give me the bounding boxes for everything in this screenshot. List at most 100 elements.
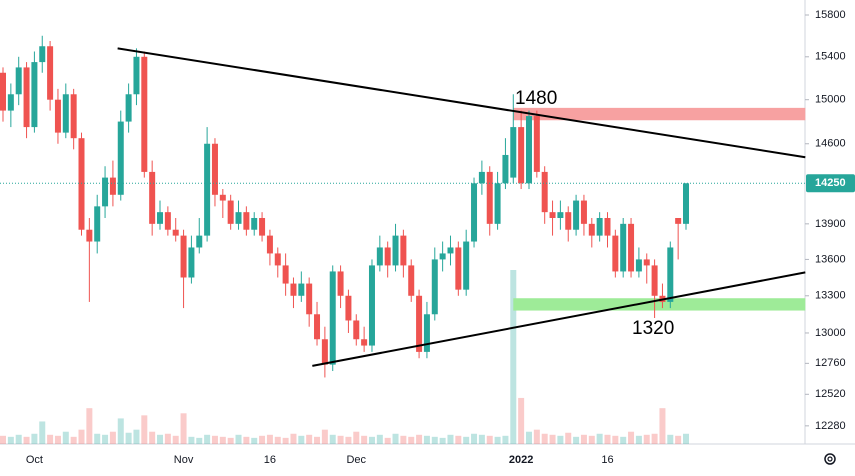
candle-body: [141, 56, 148, 172]
candle-body: [31, 62, 38, 128]
volume-bar: [94, 433, 101, 444]
candle-body: [164, 212, 171, 230]
candle-body: [314, 314, 321, 340]
volume-bar: [117, 418, 124, 444]
candle-body: [533, 116, 540, 172]
candle-body: [408, 265, 415, 296]
candle-body: [235, 212, 242, 224]
candle-body: [157, 212, 164, 224]
volume-bar: [565, 432, 572, 444]
volume-bar: [620, 436, 627, 444]
volume-bar: [219, 436, 226, 444]
candle-body: [486, 171, 493, 224]
volume-bar: [439, 437, 446, 444]
candles-layer: [0, 35, 689, 378]
candle-body: [573, 200, 580, 230]
volume-bar: [314, 436, 321, 444]
candle-body: [109, 177, 116, 195]
volume-bar: [266, 434, 273, 444]
settings-icon[interactable]: [824, 453, 836, 465]
candle-body: [125, 94, 132, 122]
candle-body: [423, 314, 430, 352]
volume-bar: [376, 434, 383, 444]
volume-bar: [510, 270, 517, 444]
candle-body: [376, 247, 383, 266]
volume-bar: [635, 435, 642, 444]
overlay-layer: [0, 47, 806, 367]
candle-body: [306, 283, 313, 315]
volume-bar: [580, 434, 587, 444]
trendline: [312, 271, 806, 367]
candle-body: [416, 295, 423, 352]
volume-bar: [180, 413, 187, 444]
volume-bar: [15, 434, 22, 444]
x-tick-label: Nov: [174, 454, 194, 466]
volume-bar: [455, 435, 462, 444]
y-tick-label: 15800: [815, 9, 846, 21]
volume-bar: [400, 435, 407, 444]
volume-bar: [361, 435, 368, 444]
candle-body: [494, 183, 501, 224]
candle-body: [510, 127, 517, 178]
candle-body: [580, 200, 587, 224]
volume-bar: [211, 435, 218, 444]
candle-body: [78, 138, 85, 230]
volume-bar: [102, 434, 109, 444]
candle-body: [321, 339, 328, 365]
volume-layer: [0, 270, 689, 444]
y-tick-label: 13600: [815, 253, 846, 265]
candle-body: [39, 46, 46, 63]
volume-bar: [227, 437, 234, 444]
volume-bar: [290, 433, 297, 444]
candle-body: [471, 183, 478, 242]
y-tick-label: 15000: [815, 94, 846, 106]
candle-body: [635, 259, 642, 272]
x-tick-label: Dec: [346, 454, 366, 466]
candle-body: [172, 229, 179, 236]
volume-bar: [78, 429, 85, 444]
volume-bar: [149, 431, 156, 444]
candle-body: [478, 171, 485, 184]
volume-bar: [204, 434, 211, 444]
candle-body: [596, 217, 603, 236]
candle-body: [557, 212, 564, 218]
candle-body: [353, 320, 360, 340]
candle-body: [219, 194, 226, 201]
candle-body: [196, 235, 203, 248]
volume-bar: [541, 433, 548, 444]
volume-bar: [478, 434, 485, 444]
y-tick-label: 15400: [815, 51, 846, 63]
volume-bar: [109, 431, 116, 444]
candle-body: [651, 265, 658, 296]
volume-bar: [298, 435, 305, 444]
y-tick-label: 14600: [815, 138, 846, 150]
volume-bar: [549, 434, 556, 444]
volume-bar: [463, 436, 470, 444]
volume-bar: [251, 437, 258, 444]
volume-bar: [188, 436, 195, 444]
volume-bar: [408, 436, 415, 444]
volume-bar: [31, 433, 38, 444]
candle-body: [15, 67, 22, 95]
volume-bar: [588, 435, 595, 444]
candle-body: [227, 200, 234, 224]
candle-body: [400, 235, 407, 266]
candle-body: [259, 217, 266, 236]
candle-body: [439, 253, 446, 260]
candle-body: [251, 217, 258, 230]
last-price-label: 14250: [815, 177, 846, 189]
candle-body: [667, 247, 674, 302]
last-price-box: [806, 174, 855, 193]
candle-body: [588, 223, 595, 236]
candle-body: [431, 259, 438, 315]
x-tick-label: 16: [601, 454, 613, 466]
volume-bar: [651, 433, 658, 444]
candle-body: [361, 339, 368, 346]
candle-body: [102, 177, 109, 207]
volume-bar: [431, 436, 438, 444]
volume-bar: [243, 436, 250, 444]
price-zone: [513, 107, 806, 121]
volume-bar: [533, 429, 540, 444]
y-tick-label: 12520: [815, 388, 846, 400]
